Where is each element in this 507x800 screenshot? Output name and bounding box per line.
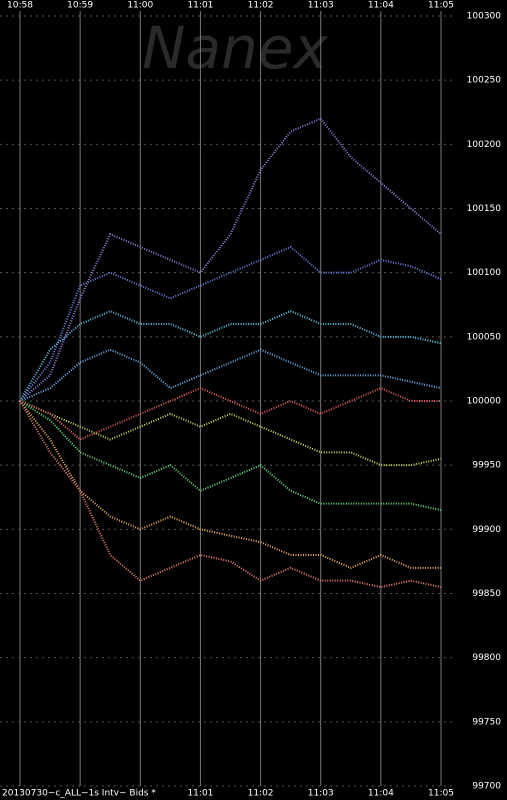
- x-tick-label: 11:04: [368, 1, 394, 11]
- series-line: [19, 348, 442, 402]
- y-tick-label: 100200: [467, 140, 502, 150]
- x-tick-label: 11:05: [428, 789, 454, 799]
- series-line: [19, 245, 442, 402]
- footer: 20130730~c_ALL~1s Intv~ Bids *: [2, 789, 156, 799]
- x-tick-label: 11:02: [248, 789, 274, 799]
- y-tick-label: 100100: [467, 268, 502, 278]
- y-tick-label: 100050: [467, 332, 502, 342]
- series-line: [19, 387, 441, 441]
- x-tick-label: 11:00: [127, 1, 153, 11]
- y-tick-label: 100000: [467, 397, 502, 407]
- y-tick-label: 99950: [472, 461, 501, 471]
- y-tick-label: 99800: [472, 653, 501, 663]
- y-tick-label: 100150: [467, 204, 502, 214]
- series-line: [19, 400, 441, 569]
- y-tick-label: 99850: [472, 589, 501, 599]
- y-tick-label: 99900: [472, 525, 501, 535]
- watermark: Nanex: [142, 14, 328, 82]
- x-tick-label: 11:03: [308, 789, 334, 799]
- series-line: [19, 117, 442, 402]
- y-tick-label: 100300: [467, 12, 502, 22]
- series-line: [19, 310, 442, 402]
- x-tick-label: 11:03: [308, 1, 334, 11]
- x-tick-label: 10:58: [7, 1, 33, 11]
- x-tick-label: 11:02: [248, 1, 274, 11]
- x-tick-label: 11:01: [187, 1, 213, 11]
- x-tick-label: 11:04: [368, 789, 394, 799]
- y-tick-label: 100250: [467, 76, 502, 86]
- x-tick-label: 11:05: [428, 1, 454, 11]
- y-tick-label: 99750: [472, 717, 501, 727]
- x-tick-label: 10:59: [67, 1, 93, 11]
- x-tick-label: 11:01: [187, 789, 213, 799]
- series-line: [19, 400, 442, 512]
- series-line: [19, 400, 442, 467]
- y-tick-label: 99700: [472, 782, 501, 792]
